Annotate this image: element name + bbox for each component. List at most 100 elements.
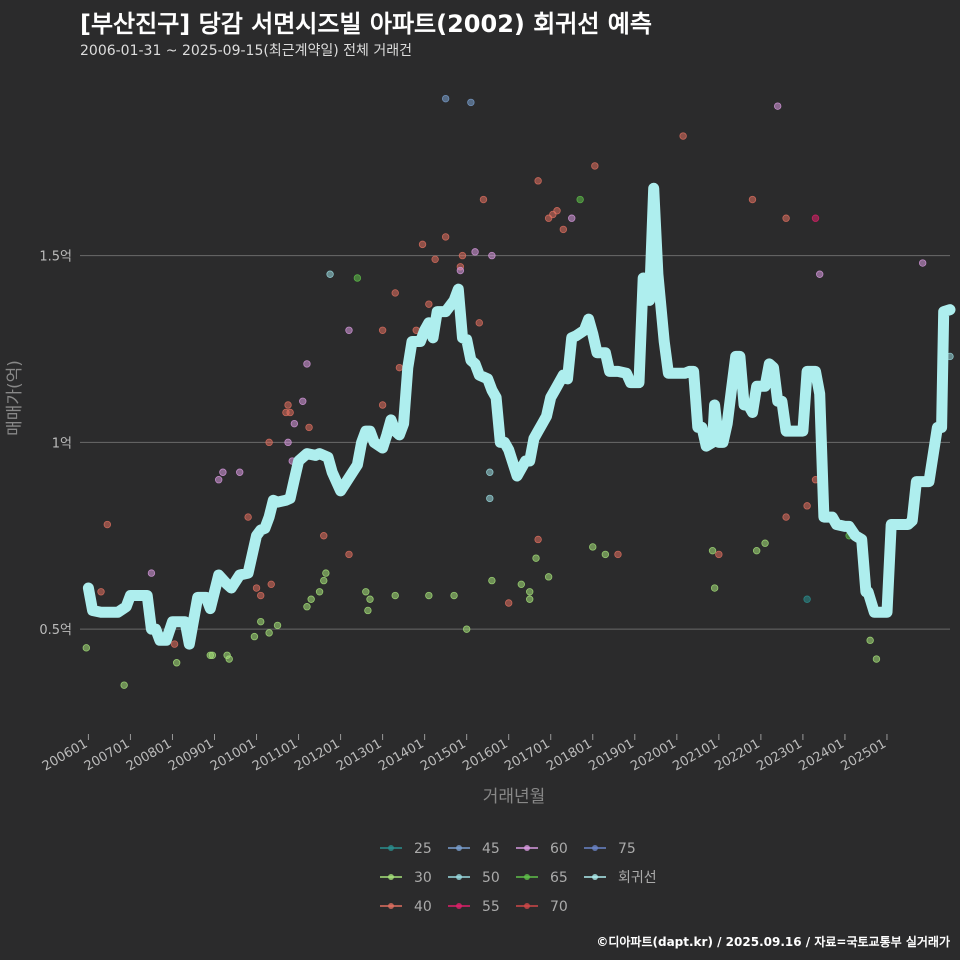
- data-point-s40-70: [504, 599, 513, 607]
- gridlines: [80, 255, 950, 630]
- data-point-s30-86: [601, 550, 610, 559]
- data-point-s40-84: [591, 162, 599, 170]
- data-point-s30-12: [223, 651, 231, 659]
- x-tick-label-14: 202001: [628, 736, 678, 774]
- x-tick-label-15: 202101: [670, 736, 720, 774]
- data-point-s30-74: [532, 554, 540, 562]
- data-point-s45-57: [441, 94, 450, 103]
- legend-marker-s60: [524, 845, 530, 851]
- legend-label-s40: 40: [414, 899, 432, 915]
- data-point-s60-13: [236, 468, 244, 476]
- x-tick-label-11: 201701: [502, 736, 552, 774]
- data-point-s50-66: [486, 468, 494, 476]
- data-point-s40-52: [425, 300, 433, 308]
- data-point-s30-44: [366, 595, 374, 603]
- data-point-s40-39: [345, 550, 353, 559]
- x-tick-label-10: 201601: [460, 736, 510, 774]
- data-point-s40-59: [458, 251, 467, 260]
- legend-marker-s70: [524, 903, 530, 909]
- data-point-s40-76: [534, 177, 542, 185]
- data-point-s60-9: [214, 476, 223, 484]
- legend-label-s30: 30: [414, 870, 432, 886]
- legend-marker-regression: [592, 874, 598, 880]
- legend-marker-s55: [456, 903, 462, 909]
- data-point-s45-62: [467, 98, 475, 107]
- data-point-s40-37: [320, 532, 328, 540]
- data-point-s40-64: [475, 319, 483, 327]
- data-point-s60-29: [299, 397, 307, 405]
- data-point-s40-54: [441, 233, 450, 241]
- x-tick-label-13: 201901: [586, 736, 636, 774]
- data-point-s30-89: [708, 546, 717, 555]
- data-point-s40-48: [395, 363, 404, 372]
- data-point-s30-43: [364, 606, 372, 615]
- data-point-s40-25: [286, 408, 294, 417]
- legend-label-s65: 65: [550, 870, 568, 886]
- data-point-s30-22: [273, 621, 282, 630]
- y-tick-label-0: 0.5억: [39, 623, 72, 638]
- data-point-s40-47: [391, 289, 399, 297]
- x-tick-label-8: 201401: [376, 736, 426, 774]
- legend-label-s75: 75: [618, 841, 636, 857]
- legend-marker-s45: [456, 845, 462, 851]
- data-point-s40-53: [431, 255, 439, 264]
- data-point-s40-99: [803, 502, 811, 510]
- data-point-s55-101: [811, 214, 820, 222]
- data-point-s30-73: [526, 588, 534, 596]
- data-point-s30-15: [250, 632, 259, 641]
- data-point-s30-18: [257, 617, 265, 626]
- data-point-s40-81: [559, 225, 568, 234]
- data-point-s40-24: [284, 401, 292, 409]
- data-point-s60-69: [488, 251, 496, 260]
- data-point-s25-98: [803, 595, 811, 603]
- data-point-s60-4: [147, 569, 156, 577]
- legend-label-s25: 25: [414, 841, 432, 857]
- data-point-s60-27: [290, 419, 299, 428]
- y-axis-label: 매매가(억): [5, 360, 25, 436]
- x-tick-label-2: 200801: [124, 736, 174, 774]
- data-point-s60-63: [471, 248, 479, 256]
- data-point-s30-8: [208, 651, 217, 659]
- legend-marker-s40: [388, 903, 394, 909]
- data-point-s30-5: [172, 659, 181, 667]
- chart-subtitle: 2006-01-31 ~ 2025-09-15(최근계약일) 전체 거래건: [80, 43, 412, 59]
- data-point-s30-3: [120, 681, 128, 689]
- data-point-s30-35: [320, 576, 328, 585]
- x-axis-ticks: 2006012007012008012009012010012011012012…: [40, 734, 889, 774]
- x-axis-label: 거래년월: [483, 787, 546, 807]
- x-tick-label-17: 202301: [754, 736, 804, 774]
- data-point-s60-82: [568, 214, 576, 222]
- scatter-points: [82, 94, 954, 689]
- data-point-s40-2: [103, 520, 112, 529]
- data-point-s30-93: [752, 546, 761, 555]
- data-point-s30-104: [866, 636, 874, 645]
- data-point-s60-30: [303, 360, 311, 368]
- data-point-s40-31: [305, 423, 313, 432]
- data-point-s30-72: [526, 595, 534, 603]
- data-point-s40-14: [244, 513, 252, 521]
- x-tick-label-18: 202401: [796, 736, 846, 774]
- legend-marker-s50: [456, 874, 462, 880]
- legend-label-regression: 회귀선: [618, 870, 657, 886]
- data-point-s40-1: [97, 588, 105, 596]
- data-point-s65-83: [576, 195, 584, 204]
- x-tick-label-5: 201101: [250, 736, 300, 774]
- data-point-s40-65: [479, 195, 488, 204]
- data-point-s40-16: [252, 584, 261, 592]
- data-point-s40-21: [265, 438, 273, 447]
- data-point-s60-60: [456, 266, 465, 275]
- data-point-s30-71: [517, 580, 526, 589]
- legend: 25 45 60 75 30 50 65 회귀선 40 55 70: [380, 841, 657, 915]
- regression-end-point: [946, 305, 954, 314]
- legend-label-s70: 70: [550, 899, 568, 915]
- y-axis-ticks: 0.5억 1억 1.5억: [39, 250, 72, 639]
- y-tick-label-2: 1.5억: [39, 250, 72, 265]
- data-point-s30-32: [303, 603, 311, 611]
- data-point-s40-92: [748, 195, 757, 204]
- legend-marker-s30: [388, 874, 394, 880]
- footer-credit: ©디아파트(dapt.kr) / 2025.09.16 / 자료=국토교통부 실…: [596, 935, 950, 949]
- data-point-s30-90: [710, 584, 719, 592]
- data-point-s30-105: [872, 655, 881, 663]
- chart-title: [부산진구] 당감 서면시즈빌 아파트(2002) 회귀선 예측: [80, 10, 652, 38]
- data-point-s40-46: [378, 401, 387, 409]
